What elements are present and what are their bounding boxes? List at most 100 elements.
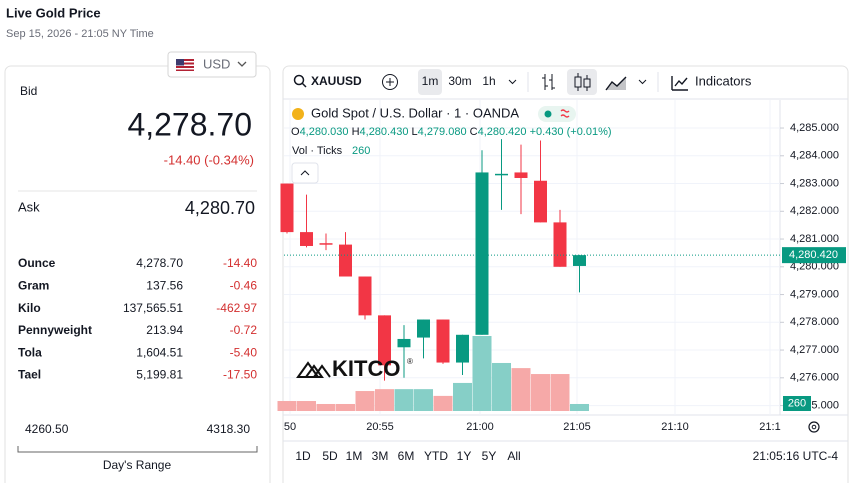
volume-bar — [375, 389, 394, 411]
interval[interactable]: 1h — [482, 74, 495, 88]
currency-select[interactable]: USD — [167, 51, 257, 78]
y-tick-label: 4,282.000 — [790, 205, 839, 217]
indicators-icon[interactable] — [671, 76, 688, 91]
chevron[interactable] — [508, 79, 517, 85]
search-icon — [301, 82, 307, 88]
volume-bar — [297, 401, 316, 411]
unit-name: Pennyweight — [18, 323, 92, 337]
chart-title: Gold Spot / U.S. Dollar · 1 · OANDA — [311, 105, 519, 120]
bid-change: -14.40 (-0.34%) — [164, 152, 254, 167]
ohlc-value: 4,280.030 — [300, 126, 349, 138]
candle-body — [378, 315, 391, 366]
x-tick-label: 21:00 — [466, 421, 494, 433]
unit-name: Gram — [18, 278, 49, 292]
candles-icon — [583, 78, 591, 88]
unit-change: -0.72 — [230, 323, 258, 337]
range-button[interactable]: 1M — [346, 449, 363, 463]
area-icon[interactable] — [605, 76, 627, 91]
clock: 21:05:16 UTC-4 — [753, 449, 839, 463]
ohlc-key: H — [352, 126, 360, 138]
plus — [386, 78, 394, 86]
last-volume-box — [783, 396, 811, 411]
candle-body — [534, 180, 547, 223]
collapse-icon — [300, 170, 310, 176]
unit-change: -17.50 — [223, 368, 257, 382]
legend: Gold Spot / U.S. Dollar · 1 · OANDA O4,2… — [291, 105, 612, 184]
settings-icon[interactable] — [808, 421, 820, 433]
volume-bar — [414, 389, 433, 411]
unit-price: 5,199.81 — [136, 368, 183, 382]
quote-card — [4, 65, 271, 483]
range-button[interactable]: 1Y — [457, 449, 472, 463]
settings-icon — [811, 424, 817, 430]
volume-legend-value: 260 — [352, 145, 370, 157]
range-button[interactable]: All — [507, 449, 520, 463]
candle-body — [456, 334, 469, 363]
indicators[interactable]: Indicators — [695, 73, 752, 88]
range-button[interactable]: 5D — [322, 449, 338, 463]
unit-price: 4,278.70 — [136, 256, 183, 270]
candle-body — [495, 173, 508, 176]
volume-bar — [511, 368, 531, 411]
interval[interactable]: 1m — [422, 74, 439, 88]
unit-table: Ounce 4,278.70 -14.40 Gram 137.56 -0.46 Kilo 13… — [18, 256, 257, 382]
watermark-mark: ® — [407, 357, 413, 366]
unit-price: 213.94 — [146, 323, 183, 337]
volume-bar — [336, 403, 355, 411]
candle-body — [436, 319, 450, 363]
bid-label: Bid — [20, 84, 37, 98]
gold-icon — [292, 108, 304, 120]
range-button[interactable]: 1D — [295, 449, 311, 463]
y-tick-label: 4,278.000 — [790, 316, 839, 328]
unit-change: -14.40 — [223, 256, 257, 270]
ohlc-key: O — [291, 126, 300, 138]
compare-button[interactable] — [382, 74, 398, 90]
y-tick-label: 4,280.000 — [790, 261, 839, 273]
chevron[interactable] — [638, 79, 647, 85]
interval-active[interactable] — [418, 69, 442, 95]
volume-bar — [355, 391, 375, 411]
unit-change: -462.97 — [216, 301, 257, 315]
bid-price: 4,278.70 — [127, 106, 252, 142]
range-low: 4260.50 — [25, 422, 69, 436]
watermark-icon — [296, 361, 331, 378]
range-button[interactable]: YTD — [424, 449, 448, 463]
status-dot — [544, 110, 552, 118]
chevron — [237, 61, 247, 67]
range-button[interactable]: 5Y — [482, 449, 497, 463]
candles-button[interactable] — [567, 69, 597, 95]
volume-bar — [316, 403, 336, 411]
watermark: KITCO ® — [296, 356, 413, 381]
ohlc-key: L — [412, 126, 418, 138]
unit-name: Tola — [18, 345, 42, 359]
candle-body — [475, 172, 489, 335]
candle-body — [300, 232, 313, 246]
y-tick-label: 4,283.000 — [790, 177, 839, 189]
currency[interactable]: USD — [203, 56, 230, 71]
y-tick-label: 4,277.000 — [790, 344, 839, 356]
range-bar — [17, 446, 258, 453]
page-title: Live Gold Price — [6, 5, 101, 20]
bars-icon[interactable] — [542, 74, 555, 90]
flag-stripe — [176, 61, 194, 63]
unit-name: Ounce — [18, 256, 56, 270]
volume-legend-label: Vol · Ticks — [292, 145, 343, 157]
interval[interactable]: 30m — [448, 74, 471, 88]
collapse-button[interactable] — [291, 162, 319, 184]
ohlc-change: +0.430 (+0.01%) — [530, 126, 612, 138]
x-tick-label: 50 — [284, 421, 296, 433]
volume-bar — [277, 401, 297, 411]
ohlc-value: 4,280.420 — [478, 126, 527, 138]
ohlc-legend: O4,280.030 H4,280.430 L4,279.080 C4,280.… — [291, 126, 612, 138]
candle-body — [339, 244, 352, 277]
range-button[interactable]: 6M — [398, 449, 415, 463]
range-button[interactable]: 3M — [372, 449, 389, 463]
unit-change: -0.46 — [230, 278, 258, 292]
search-icon[interactable] — [293, 74, 305, 86]
candle-body — [280, 183, 294, 233]
unit-price: 1,604.51 — [136, 345, 183, 359]
page-subtitle: Sep 15, 2026 - 21:05 NY Time — [6, 28, 154, 40]
symbol[interactable]: XAUUSD — [311, 74, 362, 88]
unit-change: -5.40 — [230, 345, 258, 359]
